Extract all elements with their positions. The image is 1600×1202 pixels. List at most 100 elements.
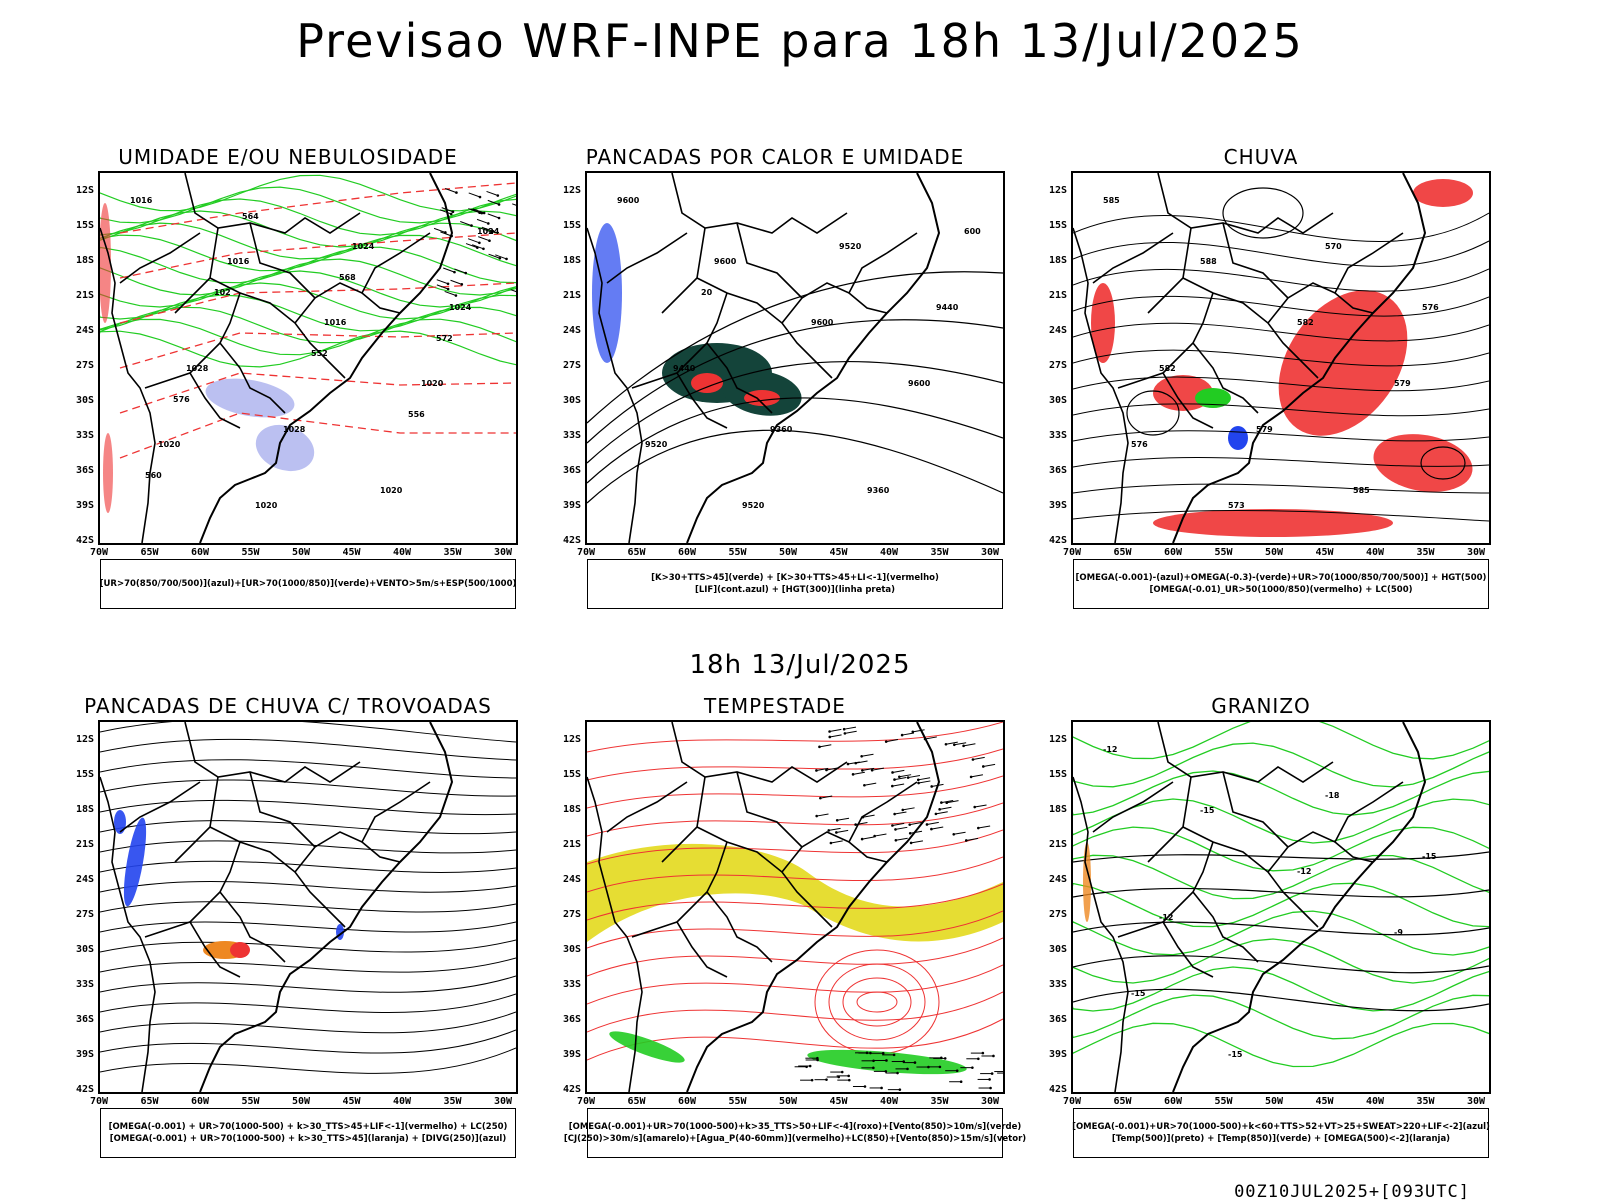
contour-label: 568 (339, 273, 356, 282)
lon-tick-label: 35W (443, 1096, 462, 1107)
lat-tick-label: 42S (562, 535, 581, 546)
contour-label: 552 (311, 349, 328, 358)
map-area: 9600 9600 9600 9600 9520 9520 9520 9440 9440 9360… (585, 171, 1005, 545)
lon-tick-label: 50W (292, 1096, 311, 1107)
lon-tick-label: 65W (140, 1096, 159, 1107)
lon-tick-label: 65W (1113, 547, 1132, 558)
lat-tick-label: 33S (75, 430, 94, 441)
panel-title: UMIDADE E/OU NEBULOSIDADE (118, 145, 458, 169)
lat-tick-label: 33S (75, 979, 94, 990)
lon-tick-label: 65W (140, 547, 159, 558)
panel-title: GRANIZO (1211, 694, 1311, 718)
lat-tick-label: 42S (1048, 535, 1067, 546)
contour-label: -15 (1422, 852, 1437, 861)
lon-tick-label: 65W (627, 547, 646, 558)
contour-label: 576 (1422, 303, 1439, 312)
contour-label: -15 (1228, 1050, 1243, 1059)
contour-label: 9520 (645, 440, 668, 449)
lat-tick-label: 39S (562, 1049, 581, 1060)
contour-label: 9440 (936, 303, 959, 312)
lon-tick-label: 45W (829, 1096, 848, 1107)
contour-label: 9520 (742, 501, 765, 510)
main-title: Previsao WRF-INPE para 18h 13/Jul/2025 (296, 14, 1304, 68)
contour-label: -15 (1200, 806, 1215, 815)
contour-label: -12 (1103, 745, 1117, 754)
lon-tick-label: 60W (1164, 1096, 1183, 1107)
contour-label: 560 (145, 471, 162, 480)
contour-label: 9600 (617, 196, 640, 205)
contour-label: 572 (436, 334, 453, 343)
contour-label: 1020 (380, 486, 403, 495)
legend-line: [K>30+TTS>45](verde) + [K>30+TTS>45+LI<-… (651, 573, 939, 583)
lon-tick-label: 35W (930, 547, 949, 558)
lat-tick-label: 30S (75, 395, 94, 406)
lon-tick-label: 35W (930, 1096, 949, 1107)
lon-tick-label: 45W (342, 1096, 361, 1107)
lat-tick-label: 21S (75, 839, 94, 850)
lat-tick-label: 24S (1048, 325, 1067, 336)
lat-tick-label: 30S (562, 944, 581, 955)
lat-tick-label: 18S (1048, 255, 1067, 266)
lon-tick-label: 55W (241, 1096, 260, 1107)
lat-tick-label: 15S (75, 769, 94, 780)
lat-tick-label: 15S (1048, 769, 1067, 780)
lon-tick-label: 65W (1113, 1096, 1132, 1107)
lat-tick-label: 18S (75, 804, 94, 815)
lat-tick-label: 12S (75, 734, 94, 745)
panel-legend: [OMEGA(-0.001) + UR>70(1000-500) + k>30_… (100, 1108, 516, 1158)
lon-tick-label: 70W (1063, 547, 1082, 558)
lat-tick-label: 42S (75, 1084, 94, 1095)
contour-label: 1016 (227, 257, 250, 266)
lat-tick-label: 30S (562, 395, 581, 406)
legend-line: [CJ(250)>30m/s](amarelo)+[Agua_P(40-60mm… (563, 1134, 1027, 1144)
lat-tick-label: 30S (1048, 395, 1067, 406)
lat-tick-label: 27S (75, 909, 94, 920)
contour-label: 585 (1103, 196, 1120, 205)
lon-tick-label: 40W (1366, 547, 1385, 558)
contour-label: -15 (1131, 989, 1146, 998)
run-id: 00Z10JUL2025+[093UTC] (1234, 1182, 1470, 1202)
lat-tick-label: 12S (562, 185, 581, 196)
lat-tick-label: 24S (75, 325, 94, 336)
contour-label: 576 (1131, 440, 1148, 449)
lat-tick-label: 18S (562, 804, 581, 815)
contour-label: 573 (1228, 501, 1245, 510)
contour-label: 1028 (186, 364, 209, 373)
lat-tick-label: 27S (1048, 909, 1067, 920)
map-panel-1: UMIDADE E/OU NEBULOSIDADE 12S 15S 18S 21S 24S… (58, 145, 518, 615)
lat-tick-label: 18S (562, 255, 581, 266)
lat-tick-label: 21S (1048, 839, 1067, 850)
panel-legend: [OMEGA(-0.001)-(azul)+OMEGA(-0.3)-(verde… (1073, 559, 1489, 609)
legend-line: [OMEGA(-0.01)_UR>50(1000/850)(vermelho) … (1149, 585, 1413, 595)
map-graphic: 9600 9600 9600 9600 9520 9520 9520 9440 9440 9360… (587, 173, 1003, 543)
lat-tick-label: 36S (1048, 465, 1067, 476)
lat-tick-label: 27S (562, 360, 581, 371)
lon-tick-label: 45W (342, 547, 361, 558)
contour-label: -12 (1297, 867, 1311, 876)
map-area (585, 720, 1005, 1094)
lon-tick-label: 40W (393, 1096, 412, 1107)
contour-label: 576 (173, 395, 190, 404)
lon-tick-label: 60W (191, 547, 210, 558)
contour-label: 9440 (673, 364, 696, 373)
panel-legend: [UR>70(850/700/500)](azul)+[UR>70(1000/8… (100, 559, 516, 609)
lat-tick-label: 24S (75, 874, 94, 885)
lon-tick-label: 70W (577, 1096, 596, 1107)
contour-label: 588 (1200, 257, 1217, 266)
lon-tick-label: 60W (1164, 547, 1183, 558)
lon-tick-label: 35W (1416, 547, 1435, 558)
panel-legend: [OMEGA(-0.001)+UR>70(1000-500)+k>35_TTS>… (564, 1108, 1026, 1158)
map-panel-6: GRANIZO 12S 15S 18S 21S 24S 27S 30S 33S 36S 39S 42S… (1031, 694, 1491, 1164)
lat-tick-label: 36S (75, 1014, 94, 1025)
legend-line: [Temp(500)](preto) + [Temp(850)](verde) … (1111, 1134, 1451, 1144)
lon-tick-label: 70W (577, 547, 596, 558)
lon-tick-label: 50W (779, 547, 798, 558)
lon-tick-label: 70W (90, 1096, 109, 1107)
panel-title: CHUVA (1223, 145, 1299, 169)
contour-label: 9520 (839, 242, 862, 251)
lon-tick-label: 55W (1214, 547, 1233, 558)
lon-tick-label: 50W (1265, 547, 1284, 558)
contour-label: 570 (1325, 242, 1342, 251)
lat-tick-label: 42S (562, 1084, 581, 1095)
lon-tick-label: 40W (393, 547, 412, 558)
